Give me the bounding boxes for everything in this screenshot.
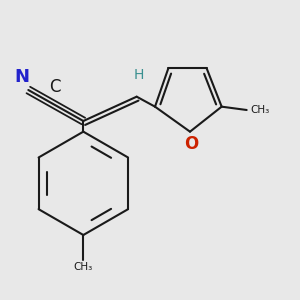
Text: C: C [49,78,61,96]
Text: H: H [133,68,143,82]
Text: N: N [15,68,30,86]
Text: O: O [184,135,199,153]
Text: CH₃: CH₃ [74,262,93,272]
Text: CH₃: CH₃ [250,105,269,115]
